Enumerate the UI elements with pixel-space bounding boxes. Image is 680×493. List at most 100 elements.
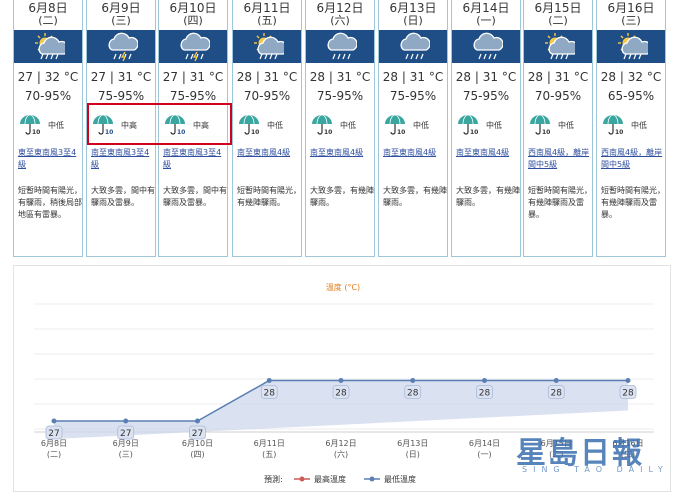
min-temp-point (625, 378, 631, 383)
umbrella-icon: 10 (165, 114, 185, 136)
svg-text:10: 10 (177, 129, 185, 136)
svg-text:10: 10 (324, 129, 332, 136)
forecast-date: 6月10日 (169, 1, 217, 15)
rain-probability-label: 中高 (121, 121, 137, 130)
rain-probability-label: 中高 (193, 121, 209, 130)
weather-icon-box (159, 30, 227, 63)
x-tick-label: 6月13日 (397, 439, 428, 448)
min-temp-label: 27 (192, 429, 203, 439)
svg-text:10: 10 (542, 129, 550, 136)
wind-link[interactable]: 南至東南風4級 (237, 148, 291, 157)
weather-icon-box (233, 30, 301, 63)
min-temp-label: 27 (120, 429, 131, 439)
x-tick-weekday: (五) (262, 450, 276, 459)
svg-text:10: 10 (32, 129, 40, 136)
min-temp-point (338, 378, 344, 383)
x-tick-weekday: (日) (406, 450, 420, 459)
rain-probability-label: 中低 (631, 121, 647, 130)
min-temp-label-box (260, 385, 278, 399)
forecast-weekday: (二) (38, 14, 58, 27)
min-temp-point (123, 418, 129, 424)
umbrella-icon: 10 (530, 114, 550, 136)
forecast-weekday: (六) (330, 14, 350, 27)
x-tick-weekday: (三) (119, 450, 133, 459)
forecast-weekday: (日) (403, 14, 423, 27)
x-tick-weekday: (一) (477, 450, 491, 459)
x-tick-weekday: (三) (621, 450, 635, 459)
min-temp-point (482, 378, 487, 383)
rain-probability: 10 中低 (528, 114, 592, 136)
legend-min-label: 最低溫度 (384, 474, 416, 484)
weather-icon-box (14, 30, 82, 63)
humidity-range: 75-95% (169, 89, 217, 103)
umbrella-icon: 10 (20, 114, 40, 136)
wind-link[interactable]: 南至東南風3至4級 (91, 148, 150, 169)
temperature-range: 27 | 32 °C (17, 70, 79, 84)
forecast-weekday: (四) (183, 14, 203, 27)
sunny-periods-showers-icon (545, 33, 575, 60)
x-tick-weekday: (四) (190, 450, 204, 459)
x-tick-label: 6月12日 (325, 439, 356, 448)
svg-text:10: 10 (105, 129, 113, 136)
weather-description: 短暫時間有陽光，有幾陣驟雨及雷暴。 (601, 186, 665, 219)
weather-description: 大致多雲，間中有驟雨及雷暴。 (91, 186, 155, 207)
x-tick-label: 6月15日 (541, 439, 572, 448)
forecast-date: 6月8日 (28, 1, 68, 15)
wind-link[interactable]: 東至東南風3至4級 (18, 148, 77, 169)
wind-link[interactable]: 西南風4級，離岸間中5級 (601, 148, 663, 169)
rain-probability-label: 中低 (48, 121, 64, 130)
logo-sub-text: SING TAO DAILY (522, 465, 669, 474)
temperature-range: 28 | 31 °C (527, 70, 589, 84)
temperature-range: 28 | 32 °C (600, 70, 662, 84)
weather-description: 大致多雲，有幾陣驟雨。 (310, 186, 374, 207)
rain-probability: 10 中低 (601, 114, 665, 136)
rain-probability: 10 中高 (91, 114, 155, 136)
showers-thunder-icon (108, 32, 138, 62)
forecast-weekday: (三) (621, 14, 641, 27)
wind-link[interactable]: 西南風4級，離岸間中5級 (528, 148, 590, 169)
highlight-box (87, 103, 232, 145)
weather-description: 大致多雲，有幾陣驟雨。 (383, 186, 447, 207)
svg-text:10: 10 (397, 129, 405, 136)
humidity-range: 75-95% (462, 89, 510, 103)
rain-probability-label: 中低 (340, 121, 356, 130)
forecast-day-card: 6月11日 (五) 28 | 31 °C 70-95% 10 中低 南至東南風4… (232, 0, 302, 257)
umbrella-icon: 10 (603, 114, 623, 136)
svg-text:10: 10 (470, 129, 478, 136)
forecast-date: 6月11日 (243, 1, 291, 15)
wind-link[interactable]: 南至東南風4級 (383, 148, 437, 157)
weather-icon-box (379, 30, 447, 63)
rain-probability: 10 中低 (383, 114, 447, 136)
min-temp-label: 28 (622, 389, 634, 399)
legend-prefix: 預測: (264, 474, 283, 484)
umbrella-icon: 10 (239, 114, 259, 136)
temperature-chart: 溫度 (°C)323131323131313132272727282828282… (13, 265, 671, 492)
temperature-range: 28 | 31 °C (309, 70, 371, 84)
rain-probability-label: 中低 (558, 121, 574, 130)
min-temp-label: 27 (48, 429, 59, 439)
umbrella-icon: 10 (93, 114, 113, 136)
min-temp-label-box (404, 385, 422, 399)
x-tick-weekday: (二) (47, 450, 61, 459)
forecast-weekday: (二) (548, 14, 568, 27)
wind-link[interactable]: 南至東南風4級 (456, 148, 510, 157)
weather-description: 短暫時間有陽光，有驟雨，稍後局部地區有雷暴。 (18, 186, 82, 219)
forecast-day-card: 6月14日 (一) 28 | 31 °C 75-95% 10 中低 南至東南風4… (451, 0, 521, 257)
weather-description: 大致多雲，有幾陣驟雨。 (456, 186, 520, 207)
rain-probability: 10 中高 (163, 114, 227, 136)
min-temp-label: 28 (479, 389, 491, 399)
temperature-range: 28 | 31 °C (236, 70, 298, 84)
min-temp-label-box (476, 385, 493, 399)
wind-link[interactable]: 南至東南風4級 (310, 148, 364, 157)
min-temp-point (195, 418, 200, 424)
sunny-periods-showers-icon (618, 33, 648, 60)
min-temp-point (553, 378, 559, 383)
legend-min-marker (369, 476, 375, 482)
x-tick-label: 6月14日 (469, 439, 500, 448)
chart-title: 溫度 (°C) (326, 282, 360, 292)
forecast-day-card: 6月15日 (二) 28 | 31 °C 70-95% 10 中低 西南風4級，… (523, 0, 593, 257)
x-tick-weekday: (二) (549, 450, 563, 459)
min-temp-point (266, 378, 272, 383)
humidity-range: 70-95% (534, 89, 582, 103)
wind-link[interactable]: 南至東南風3至4級 (163, 148, 222, 169)
